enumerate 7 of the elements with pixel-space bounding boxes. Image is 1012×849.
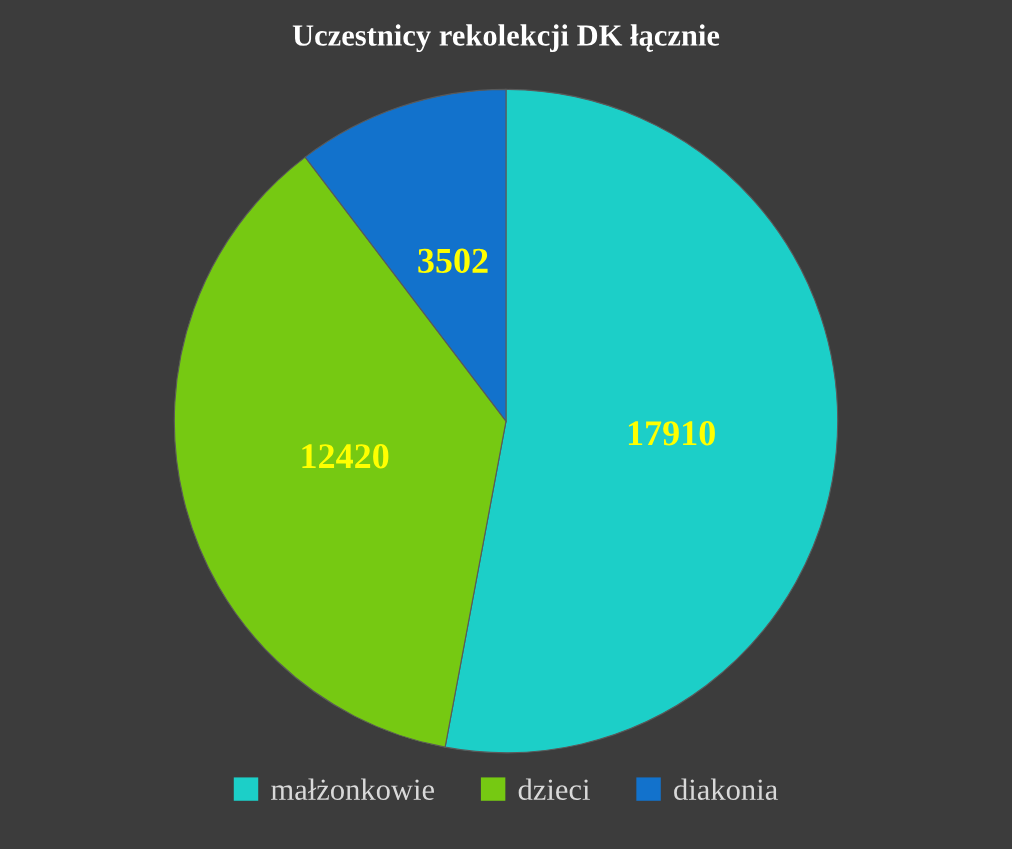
legend-label: małżonkowie (271, 778, 434, 801)
data-label: 12420 (302, 444, 389, 469)
data-label: 3502 (418, 248, 488, 273)
legend-label: dzieci (518, 778, 590, 801)
chart-title: Uczestnicy rekolekcji DK łącznie (292, 24, 720, 53)
data-label: 17910 (628, 421, 715, 446)
legend-label: diakonia (674, 778, 778, 801)
